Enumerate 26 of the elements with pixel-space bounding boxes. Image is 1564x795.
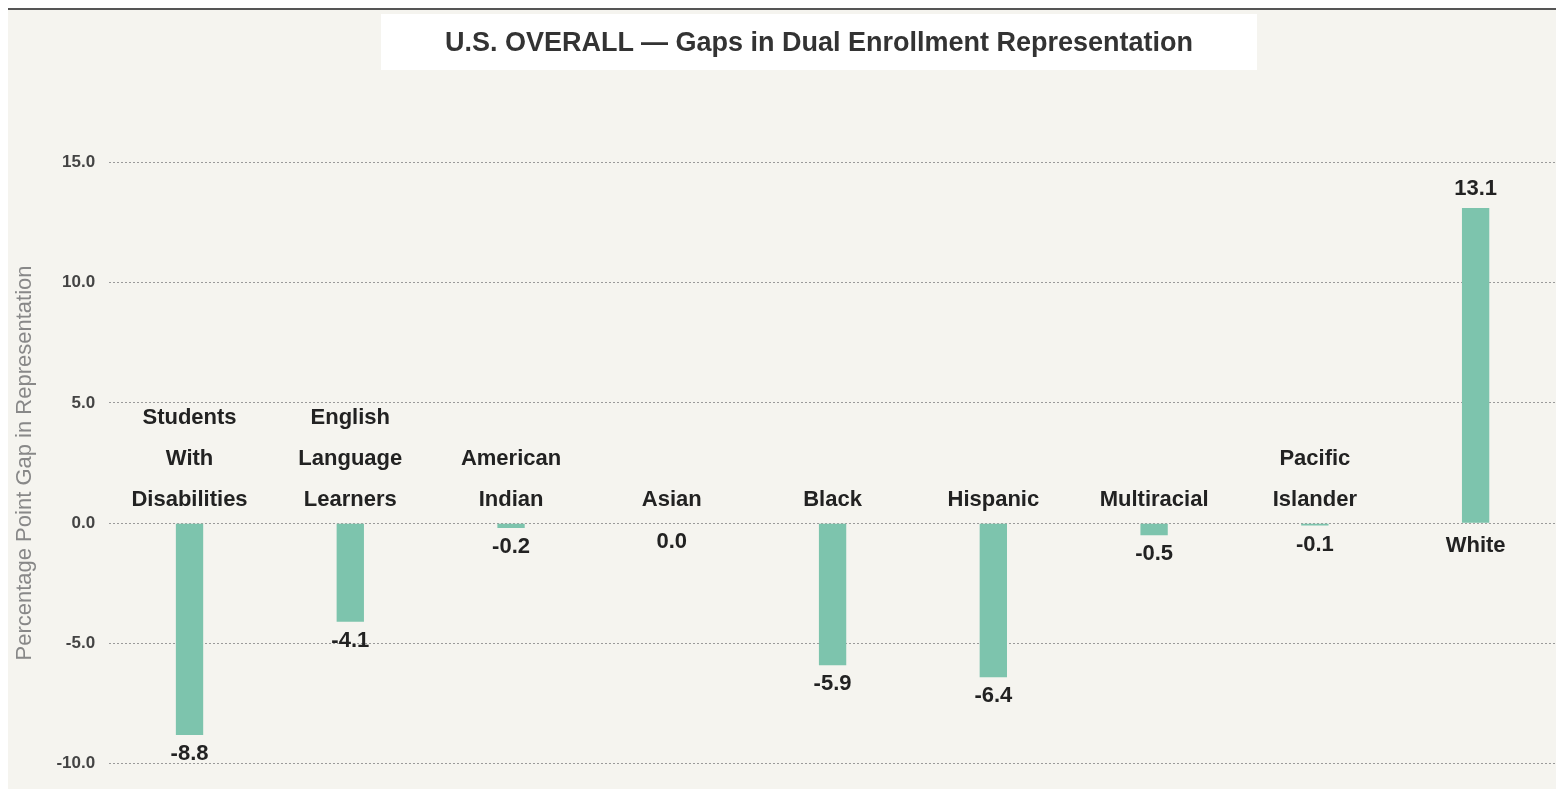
x-tick-label: White [1445,532,1506,558]
data-label: -5.9 [813,670,852,696]
y-tick-label: 10.0 [62,272,96,292]
x-tick-label: American Indian [460,445,562,512]
data-label: -8.8 [170,739,209,765]
data-label: -0.2 [492,533,531,559]
y-tick-label: -10.0 [56,753,96,773]
data-label: -6.4 [974,682,1014,708]
x-tick-label: English Language Learners [298,404,403,512]
y-axis-title: Percentage Point Gap in Representation [11,265,37,661]
data-label: 0.0 [656,528,688,554]
y-tick-label: 5.0 [71,392,96,412]
y-tick-label: 0.0 [71,512,96,532]
x-tick-label: Asian [641,486,702,512]
data-label: -4.1 [331,626,370,652]
y-tick-label: -5.0 [65,633,96,653]
x-tick-label: Multiracial [1099,486,1209,512]
data-label: -0.5 [1135,540,1174,566]
x-tick-label: Black [803,486,863,512]
x-tick-label: Pacific Islander [1272,445,1358,512]
data-label: -0.1 [1295,530,1334,556]
x-tick-label: Students With Disabilities [131,404,248,512]
x-tick-label: Hispanic [947,486,1040,512]
data-label: 13.1 [1454,174,1498,200]
y-tick-label: 15.0 [62,151,96,171]
chart-title: U.S. OVERALL — Gaps in Dual Enrollment Representation [381,14,1257,70]
